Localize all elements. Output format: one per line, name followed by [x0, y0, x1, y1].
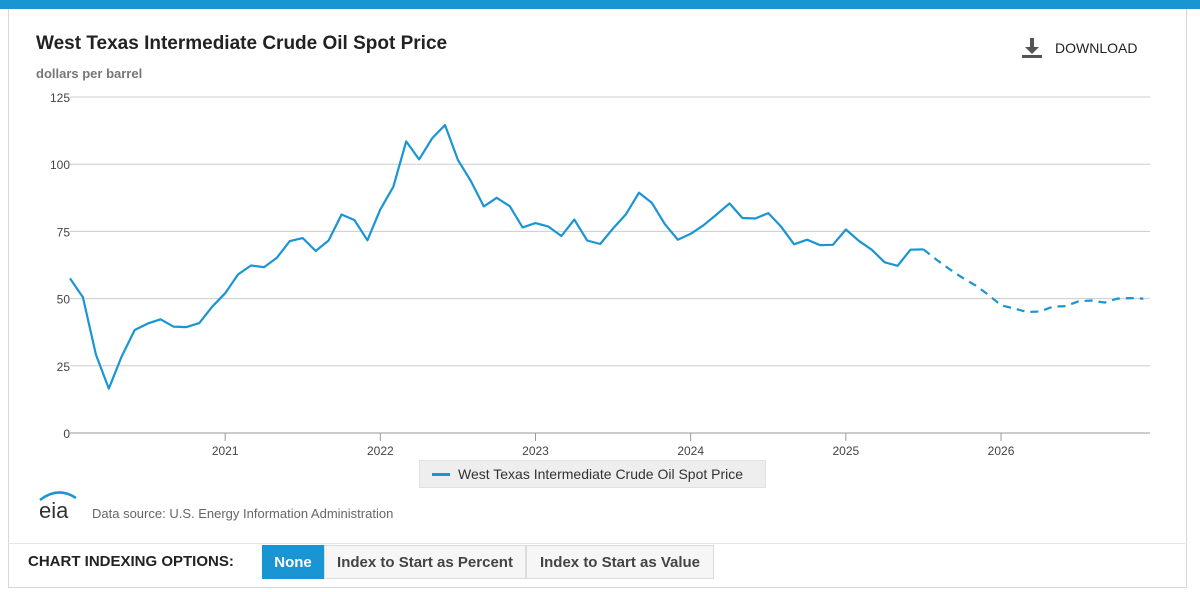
x-tick-label: 2022	[367, 444, 394, 458]
top-accent-bar	[0, 0, 1200, 9]
data-source-text: Data source: U.S. Energy Information Adm…	[92, 506, 394, 521]
download-icon	[1022, 38, 1042, 58]
y-tick-label: 0	[63, 427, 70, 441]
legend-label: West Texas Intermediate Crude Oil Spot P…	[458, 466, 744, 482]
units-label: dollars per barrel	[36, 66, 143, 81]
forecast-series-line	[922, 248, 1144, 314]
eia-logo: eia	[39, 491, 77, 522]
y-tick-label: 100	[50, 158, 70, 172]
y-axis-ticks: 0 25 50 75 100 125	[50, 91, 70, 441]
series-lines	[69, 123, 1144, 390]
grid-lines	[70, 96, 1150, 434]
y-tick-label: 75	[57, 225, 71, 239]
history-series-line	[69, 123, 924, 390]
indexing-label: CHART INDEXING OPTIONS:	[28, 553, 234, 570]
index-value-button[interactable]: Index to Start as Value	[526, 545, 714, 579]
chart-title: West Texas Intermediate Crude Oil Spot P…	[36, 33, 448, 54]
divider	[8, 543, 1185, 544]
x-tick-label: 2025	[833, 444, 860, 458]
index-none-button[interactable]: None	[262, 545, 324, 579]
download-button[interactable]: DOWNLOAD	[1021, 36, 1137, 60]
x-tick-label: 2026	[988, 444, 1015, 458]
x-axis-ticks: 2021 2022 2023 2024 2025 2026	[212, 433, 1015, 458]
y-tick-label: 25	[57, 360, 71, 374]
y-tick-label: 125	[50, 91, 70, 105]
x-tick-label: 2021	[212, 444, 239, 458]
logo-text: eia	[39, 498, 69, 522]
index-percent-button[interactable]: Index to Start as Percent	[324, 545, 526, 579]
x-tick-label: 2023	[522, 444, 549, 458]
legend-swatch	[432, 472, 450, 476]
x-tick-label: 2024	[677, 444, 704, 458]
y-tick-label: 50	[57, 293, 71, 307]
download-label: DOWNLOAD	[1055, 40, 1138, 56]
legend-item[interactable]: West Texas Intermediate Crude Oil Spot P…	[419, 460, 766, 488]
